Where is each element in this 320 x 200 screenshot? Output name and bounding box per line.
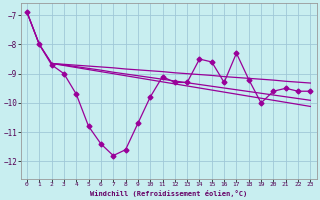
X-axis label: Windchill (Refroidissement éolien,°C): Windchill (Refroidissement éolien,°C) [90,190,247,197]
